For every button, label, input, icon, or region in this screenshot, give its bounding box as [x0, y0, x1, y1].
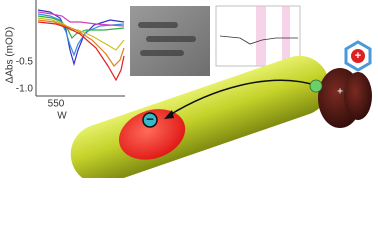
- x-axis-label: W: [57, 111, 67, 122]
- exciton: [309, 79, 323, 93]
- electron-cloud: [118, 109, 186, 160]
- y-tick-label: -1.0: [16, 84, 34, 95]
- arrow-head: [164, 110, 174, 119]
- graphical-abstract: ΔAbs (mOD) -0.5 -1.0 550 W − +: [5, 0, 372, 178]
- nanorod: [70, 55, 330, 178]
- y-axis-label: ΔAbs (mOD): [5, 27, 16, 84]
- electron-sign: −: [146, 111, 154, 126]
- electron: [142, 112, 158, 128]
- tip: [318, 68, 372, 128]
- x-tick-label: 550: [48, 99, 65, 110]
- free-hole-sign: +: [355, 50, 361, 62]
- tem-image: [130, 6, 210, 76]
- hole-acceptor: +: [344, 40, 372, 72]
- transfer-arrow: [167, 79, 319, 117]
- y-tick-label: -0.5: [16, 57, 34, 68]
- spectra-panel: ΔAbs (mOD) -0.5 -1.0 550 W: [5, 0, 125, 122]
- hole-sign: +: [337, 87, 343, 98]
- kinetics-panel: [215, 5, 301, 67]
